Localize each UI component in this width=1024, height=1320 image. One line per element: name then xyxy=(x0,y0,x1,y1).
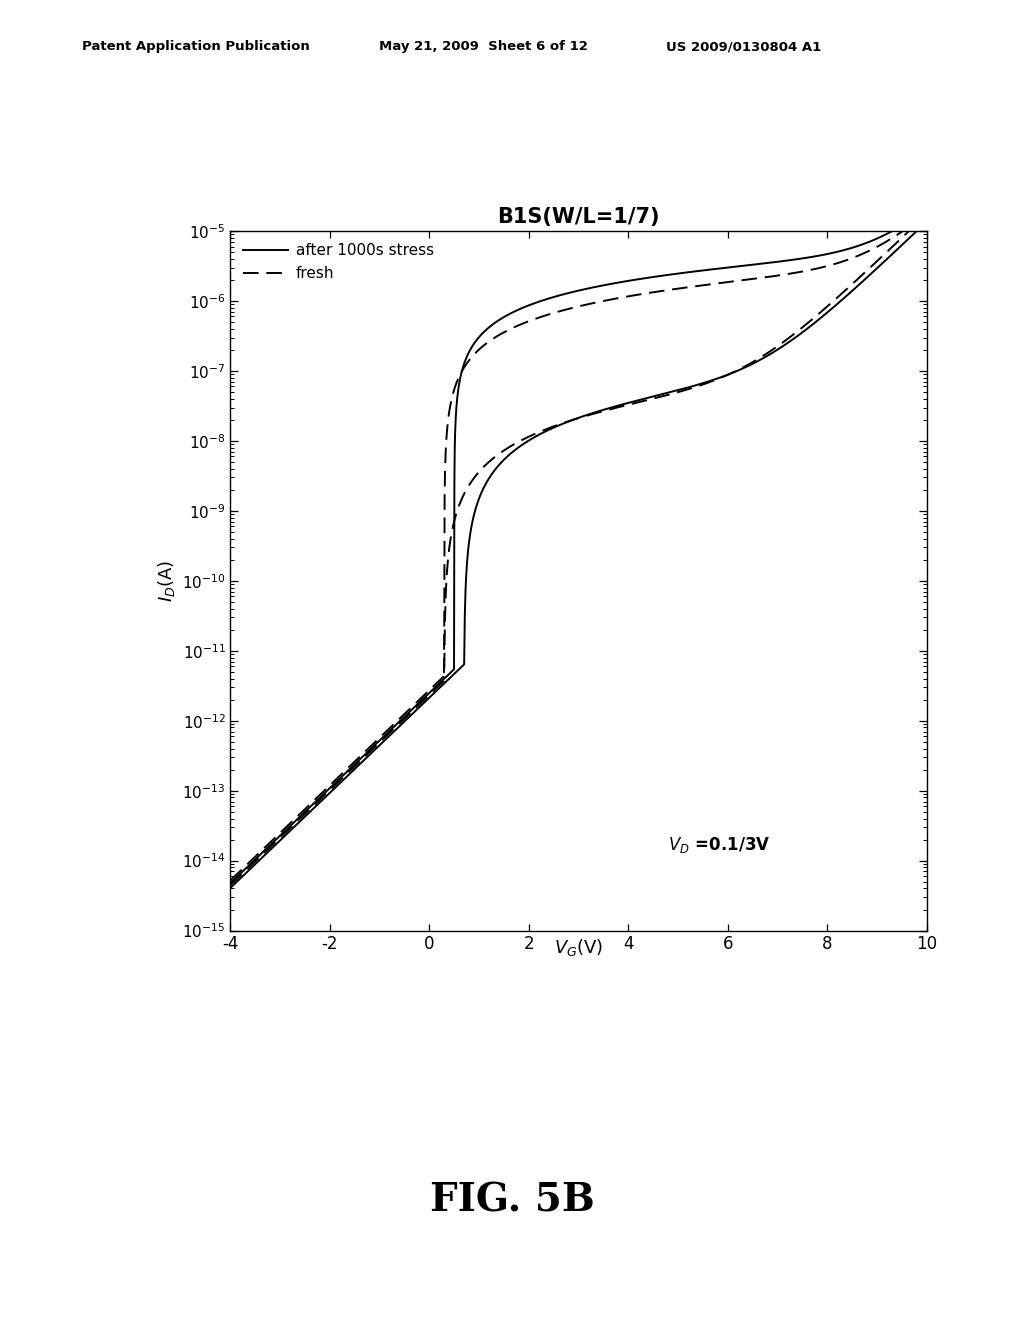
Text: US 2009/0130804 A1: US 2009/0130804 A1 xyxy=(666,40,821,53)
fresh xyxy=(224,878,237,894)
fresh xyxy=(900,220,912,236)
Title: B1S(W/L=1/7): B1S(W/L=1/7) xyxy=(498,207,659,227)
after 1000s stress xyxy=(900,215,912,231)
after 1000s stress xyxy=(545,290,557,306)
fresh xyxy=(563,301,575,317)
fresh xyxy=(900,220,912,236)
after 1000s stress xyxy=(772,253,784,269)
Text: FIG. 5B: FIG. 5B xyxy=(430,1181,594,1220)
Line: fresh: fresh xyxy=(230,214,927,886)
after 1000s stress xyxy=(900,215,912,231)
fresh xyxy=(260,843,272,859)
fresh xyxy=(545,306,557,322)
fresh xyxy=(921,206,933,222)
after 1000s stress xyxy=(260,841,272,857)
Text: May 21, 2009  Sheet 6 of 12: May 21, 2009 Sheet 6 of 12 xyxy=(379,40,588,53)
Y-axis label: $I_D$(A): $I_D$(A) xyxy=(156,560,176,602)
Text: $V_G$(V): $V_G$(V) xyxy=(554,937,603,958)
fresh xyxy=(772,268,784,284)
Text: Patent Application Publication: Patent Application Publication xyxy=(82,40,309,53)
after 1000s stress xyxy=(224,874,237,890)
Text: $V_D$ =0.1/3V: $V_D$ =0.1/3V xyxy=(668,836,770,855)
after 1000s stress xyxy=(563,285,575,301)
Line: after 1000s stress: after 1000s stress xyxy=(230,209,927,882)
after 1000s stress xyxy=(921,201,933,216)
Legend: after 1000s stress, fresh: after 1000s stress, fresh xyxy=(238,239,439,285)
